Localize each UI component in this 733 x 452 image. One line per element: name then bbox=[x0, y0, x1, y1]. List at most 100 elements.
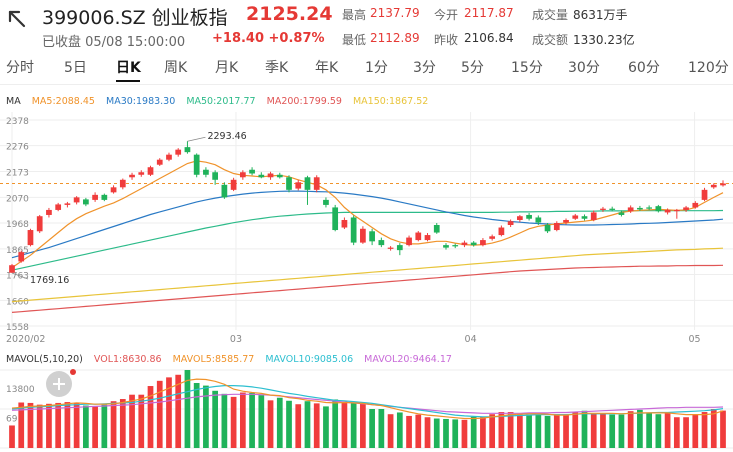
candle-body bbox=[535, 217, 542, 223]
volume-bar bbox=[489, 414, 496, 448]
candle bbox=[313, 175, 320, 193]
candle-body bbox=[415, 232, 422, 241]
vol-legend-mavol20: MAVOL20:9464.17 bbox=[364, 354, 452, 365]
candle bbox=[295, 179, 302, 191]
candle-body bbox=[627, 207, 634, 212]
tab-daily-k[interactable]: 日K bbox=[116, 60, 141, 76]
volume-bar bbox=[507, 412, 514, 448]
stat-label-volume: 成交量 bbox=[532, 8, 569, 22]
candle-body bbox=[110, 187, 117, 193]
price-y-tick: 2378 bbox=[6, 117, 29, 127]
candle bbox=[129, 172, 135, 180]
candle-body bbox=[193, 154, 200, 175]
tab-timeshare[interactable]: 分时 bbox=[6, 60, 34, 76]
candle-body bbox=[249, 169, 255, 174]
tab-yearly-k[interactable]: 年K bbox=[315, 60, 339, 76]
volume-legend[interactable]: MAVOL(5,10,20) VOL1:8630.86 MAVOL5:8585.… bbox=[6, 354, 460, 365]
vol-legend-mavol10: MAVOL10:9085.06 bbox=[265, 354, 354, 365]
candle-body bbox=[406, 237, 412, 246]
candle bbox=[535, 215, 542, 226]
ma-legend[interactable]: MA MA5:2088.45 MA30:1983.30 MA50:2017.77… bbox=[6, 96, 436, 107]
back-arrow-icon bbox=[8, 10, 26, 28]
candle bbox=[710, 183, 717, 189]
ma-legend-ma150: MA150:1867.52 bbox=[352, 96, 429, 107]
candle bbox=[55, 202, 62, 212]
volume-bar bbox=[92, 406, 98, 448]
tab-60min[interactable]: 60分 bbox=[628, 60, 660, 76]
candle bbox=[526, 212, 532, 221]
candle bbox=[378, 237, 385, 248]
price-y-tick: 2173 bbox=[6, 169, 29, 179]
date-axis-label: 03 bbox=[230, 334, 242, 345]
tab-weekly-k[interactable]: 周K bbox=[164, 60, 188, 76]
volume-bar bbox=[295, 404, 302, 448]
volume-bar bbox=[618, 414, 625, 448]
volume-bar bbox=[683, 417, 689, 448]
candle-body bbox=[618, 212, 625, 215]
mavol-lines bbox=[11, 378, 724, 420]
volume-bar bbox=[64, 402, 71, 448]
kline-chart[interactable]: 2378 2276 2173 2070 1968 1865 1763 1660 1558 229… bbox=[0, 112, 733, 348]
volume-bar bbox=[572, 411, 579, 448]
candle-body bbox=[516, 216, 523, 220]
candle bbox=[175, 148, 182, 157]
candles bbox=[9, 141, 726, 273]
back-button[interactable] bbox=[6, 8, 28, 30]
candle bbox=[203, 167, 209, 178]
volume-bar bbox=[433, 418, 440, 448]
tab-30min[interactable]: 30分 bbox=[568, 60, 600, 76]
volume-y-tick: 13800 bbox=[6, 385, 35, 395]
tab-15min[interactable]: 15分 bbox=[511, 60, 543, 76]
candle-body bbox=[64, 203, 71, 205]
tab-5day[interactable]: 5日 bbox=[64, 60, 87, 76]
candle bbox=[692, 201, 699, 209]
tab-120min[interactable]: 120分 bbox=[688, 60, 729, 76]
candle bbox=[119, 178, 126, 190]
volume-bar bbox=[655, 414, 662, 448]
candle bbox=[239, 170, 246, 180]
volume-bar bbox=[36, 404, 43, 448]
volume-bars bbox=[9, 370, 726, 448]
volume-bar bbox=[692, 414, 699, 448]
candle-body bbox=[101, 194, 108, 200]
candle bbox=[572, 213, 579, 220]
volume-bar bbox=[526, 414, 532, 448]
volume-bar bbox=[9, 425, 15, 448]
tab-monthly-k[interactable]: 月K bbox=[215, 60, 239, 76]
ma-legend-ma5: MA5:2088.45 bbox=[31, 96, 95, 107]
candle bbox=[516, 214, 523, 222]
candle-body bbox=[230, 179, 237, 190]
add-indicator-button[interactable] bbox=[46, 371, 72, 397]
tab-quarterly-k[interactable]: 季K bbox=[265, 60, 289, 76]
stat-value-turnover: 1330.23亿 bbox=[573, 33, 635, 47]
volume-bar bbox=[286, 400, 292, 448]
candle bbox=[406, 235, 412, 247]
volume-bar bbox=[609, 414, 616, 448]
candle bbox=[360, 226, 366, 244]
candle bbox=[581, 214, 588, 221]
tab-1min[interactable]: 1分 bbox=[365, 60, 388, 76]
volume-bar bbox=[581, 410, 588, 448]
stat-value-volume: 8631万手 bbox=[573, 8, 628, 22]
tab-5min[interactable]: 5分 bbox=[461, 60, 484, 76]
volume-bar bbox=[710, 409, 717, 448]
volume-y-ticks: 13800 69 bbox=[6, 385, 35, 424]
candle bbox=[9, 263, 15, 273]
candle bbox=[600, 206, 606, 212]
volume-bar bbox=[258, 395, 265, 448]
tab-3min[interactable]: 3分 bbox=[413, 60, 436, 76]
candle bbox=[156, 158, 163, 166]
volume-chart[interactable]: 13800 69 bbox=[0, 368, 733, 452]
candle bbox=[489, 234, 496, 241]
candle-body bbox=[387, 247, 394, 249]
candle-body bbox=[73, 197, 80, 203]
candle-body bbox=[323, 199, 329, 205]
volume-bar bbox=[535, 414, 542, 448]
candle-body bbox=[332, 207, 339, 231]
candle bbox=[18, 250, 25, 263]
volume-bar bbox=[701, 412, 708, 448]
low-marker-line bbox=[11, 272, 29, 280]
candle-body bbox=[461, 242, 468, 246]
ma-line-ma5 bbox=[11, 160, 724, 269]
candle-body bbox=[286, 177, 292, 190]
